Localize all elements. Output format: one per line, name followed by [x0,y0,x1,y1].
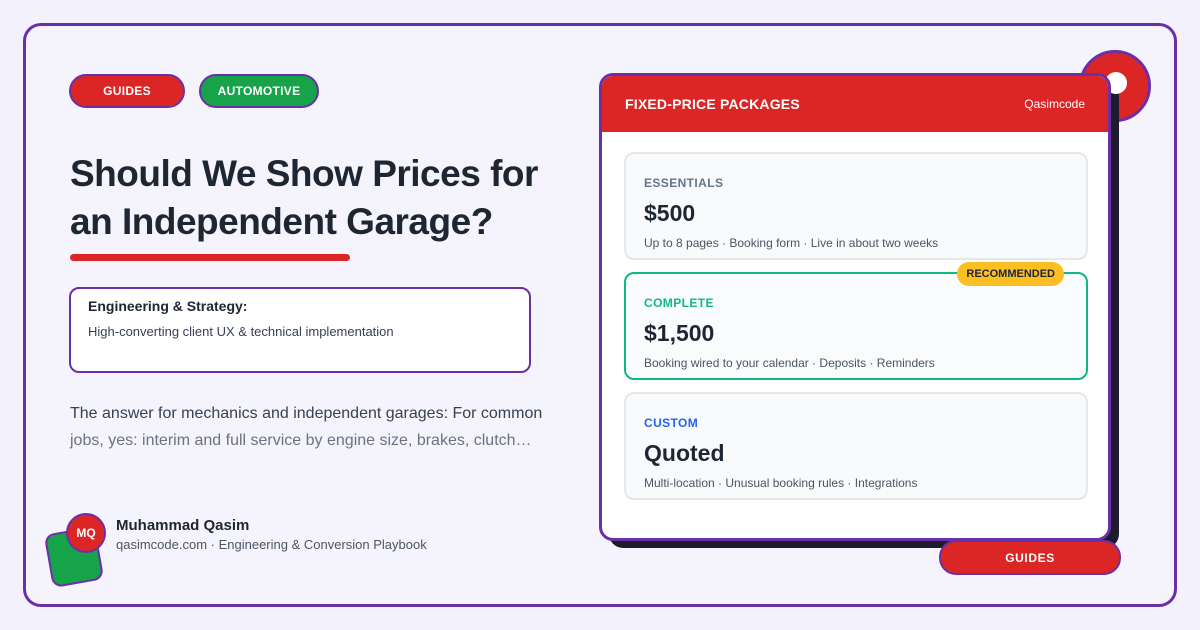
package-label: CUSTOM [644,416,699,430]
package-label: COMPLETE [644,296,714,310]
package-essentials[interactable]: ESSENTIALS $500 Up to 8 pages · Booking … [624,152,1088,260]
tag-guides[interactable]: GUIDES [69,74,185,108]
card-header: FIXED-PRICE PACKAGES Qasimcode [602,76,1108,132]
package-complete[interactable]: RECOMMENDED COMPLETE $1,500 Booking wire… [624,262,1088,380]
package-description: Up to 8 pages · Booking form · Live in a… [644,236,939,250]
info-heading: Engineering & Strategy: [88,298,248,314]
pricing-card: FIXED-PRICE PACKAGES Qasimcode ESSENTIAL… [599,73,1111,541]
info-text: High-converting client UX & technical im… [88,324,394,339]
package-price: $500 [644,200,696,226]
card-title: FIXED-PRICE PACKAGES [625,96,800,112]
package-description: Multi-location · Unusual booking rules ·… [644,476,918,490]
recommended-badge: RECOMMENDED [957,262,1064,286]
tag-automotive[interactable]: AUTOMOTIVE [199,74,319,108]
card-brand: Qasimcode [1024,97,1085,111]
author-meta: qasimcode.com · Engineering & Conversion… [116,537,427,552]
author-name: Muhammad Qasim [116,517,250,534]
package-custom[interactable]: CUSTOM Quoted Multi-location · Unusual b… [624,392,1088,500]
avatar: MQ [66,513,106,553]
page-title: Should We Show Prices for an Independent… [70,153,538,242]
package-price: Quoted [644,440,725,466]
footer-tag-guides[interactable]: GUIDES [939,540,1121,575]
article-description: The answer for mechanics and independent… [70,400,570,454]
info-box: Engineering & Strategy: High-converting … [69,287,531,373]
description-fade: jobs, yes: interim and full service by e… [70,432,532,449]
package-label: ESSENTIALS [644,176,724,190]
package-price: $1,500 [644,320,715,346]
title-underline [70,254,350,261]
description-main: The answer for mechanics and independent… [70,405,543,422]
package-description: Booking wired to your calendar · Deposit… [644,356,935,370]
